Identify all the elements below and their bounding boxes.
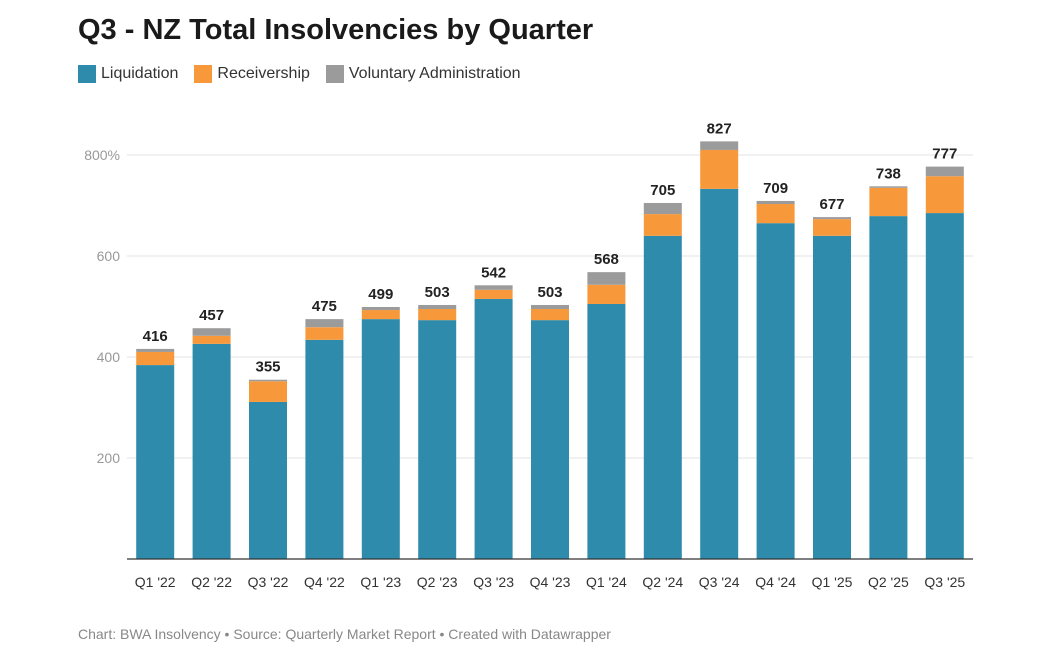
data-label: 709 (763, 180, 788, 197)
legend-label: Receivership (217, 65, 310, 82)
bar-segment-voluntary-administration (869, 186, 908, 188)
bar-segment-receivership (136, 351, 175, 366)
data-label: 503 (425, 284, 450, 301)
bar-segment-voluntary-administration (643, 202, 682, 215)
data-label: 475 (312, 298, 337, 315)
bar-segment-liquidation (361, 319, 400, 559)
x-tick-label: Q1 '25 (812, 574, 853, 590)
bar-segment-liquidation (643, 235, 682, 560)
y-tick-label: 800% (84, 147, 120, 163)
x-tick-label: Q4 '23 (530, 574, 571, 590)
bar-segment-voluntary-administration (925, 166, 964, 177)
bar-segment-receivership (249, 381, 287, 402)
x-tick-label: Q1 '24 (586, 574, 627, 590)
legend-swatch (194, 65, 213, 83)
x-tick-label: Q2 '22 (191, 574, 232, 590)
data-label: 677 (819, 196, 844, 213)
data-label: 542 (481, 264, 506, 281)
bar-segment-voluntary-administration (305, 319, 344, 328)
x-tick-label: Q1 '22 (135, 574, 176, 590)
legend-item-voluntary-administration: Voluntary Administration (325, 65, 521, 83)
bar-segment-liquidation (700, 188, 739, 559)
legend-swatch (78, 65, 96, 83)
bar-segment-voluntary-administration (756, 200, 795, 204)
bar-segment-liquidation (813, 235, 851, 560)
bar-segment-receivership (756, 203, 795, 224)
bar-segment-receivership (361, 310, 400, 320)
x-tick-label: Q2 '23 (417, 574, 458, 590)
bar-segment-receivership (700, 149, 739, 189)
bar-segment-voluntary-administration (531, 304, 569, 310)
chart-title: Q3 - NZ Total Insolvencies by Quarter (78, 14, 594, 46)
bar-segment-receivership (305, 327, 344, 340)
bar-segment-liquidation (192, 343, 231, 559)
bar-segment-voluntary-administration (192, 328, 231, 336)
bar-segment-voluntary-administration (474, 285, 513, 290)
bar-segment-voluntary-administration (249, 379, 287, 382)
bar-segment-liquidation (531, 320, 569, 559)
bar-segment-liquidation (869, 216, 908, 560)
data-label: 416 (143, 328, 168, 345)
x-tick-label: Q2 '24 (642, 574, 683, 590)
data-label: 568 (594, 251, 619, 268)
bar-segment-voluntary-administration (587, 272, 626, 285)
legend-label: Voluntary Administration (348, 65, 521, 82)
data-label: 355 (255, 359, 280, 376)
bar-segment-voluntary-administration (136, 348, 175, 352)
bar-segment-liquidation (136, 365, 175, 559)
data-label: 738 (876, 165, 901, 182)
bar-segment-receivership (925, 176, 964, 214)
bar-segment-receivership (418, 309, 457, 321)
bar-segment-liquidation (925, 213, 964, 559)
x-tick-label: Q3 '24 (699, 574, 740, 590)
x-tick-label: Q4 '24 (755, 574, 796, 590)
legend-item-receivership: Receivership (194, 65, 310, 83)
y-tick-label: 200 (97, 450, 121, 466)
bar-segment-receivership (531, 309, 569, 321)
bar-segment-voluntary-administration (700, 141, 739, 150)
bar-segment-liquidation (756, 223, 795, 560)
bar-segment-receivership (813, 219, 851, 236)
bar-segment-voluntary-administration (418, 304, 457, 310)
bar-segment-receivership (474, 289, 513, 299)
data-label: 457 (199, 307, 224, 324)
data-label: 777 (932, 146, 957, 163)
legend-item-liquidation: Liquidation (78, 65, 178, 83)
bar-segment-liquidation (474, 298, 513, 559)
data-label: 827 (707, 120, 732, 137)
legend-swatch (325, 65, 344, 83)
x-tick-label: Q3 '23 (473, 574, 514, 590)
bar-segment-liquidation (305, 339, 344, 559)
y-tick-label: 400 (97, 349, 121, 365)
bar-segment-voluntary-administration (813, 217, 851, 220)
x-tick-label: Q3 '25 (924, 574, 965, 590)
bar-segment-liquidation (418, 320, 457, 559)
bar-segment-receivership (192, 335, 231, 344)
bar-segment-liquidation (587, 303, 626, 559)
bar-segment-receivership (869, 187, 908, 217)
bar-segment-liquidation (249, 401, 287, 559)
x-tick-label: Q4 '22 (304, 574, 345, 590)
data-label: 705 (650, 182, 675, 199)
data-label: 503 (537, 284, 562, 301)
bar-segment-voluntary-administration (361, 307, 400, 311)
legend: Liquidation Receivership Voluntary Admin… (78, 65, 521, 83)
legend-label: Liquidation (101, 65, 179, 82)
x-tick-label: Q2 '25 (868, 574, 909, 590)
x-tick-label: Q1 '23 (360, 574, 401, 590)
data-label: 499 (368, 286, 393, 303)
bar-segment-receivership (643, 214, 682, 236)
x-tick-label: Q3 '22 (248, 574, 289, 590)
bar-segment-receivership (587, 284, 626, 304)
y-tick-label: 600 (97, 248, 121, 264)
chart-footer: Chart: BWA Insolvency • Source: Quarterl… (78, 626, 611, 642)
